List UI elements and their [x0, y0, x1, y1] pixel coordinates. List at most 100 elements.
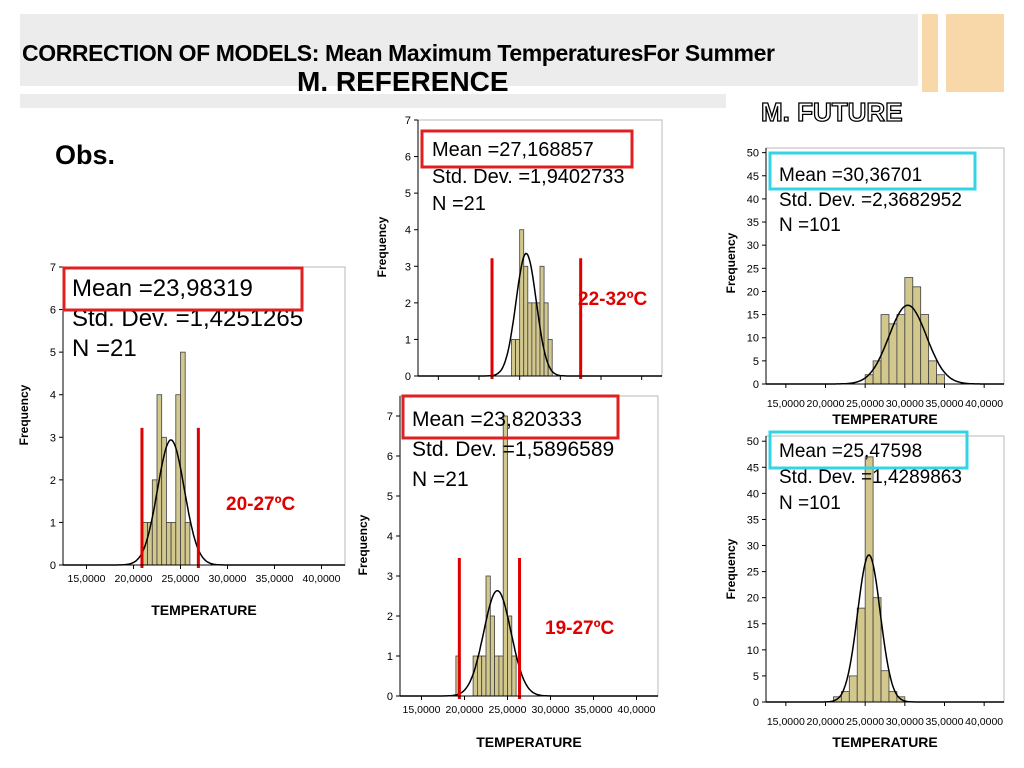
obs-label: Obs.: [55, 140, 116, 170]
mean-highlight-box: [768, 151, 977, 191]
y-tick-label: 0: [50, 560, 56, 572]
x-tick-label: 40,0000: [965, 398, 1003, 410]
y-tick-label: 30: [747, 240, 759, 252]
x-tick-label: 20,0000: [807, 398, 845, 410]
stats-line: Mean =30,36701: [779, 165, 922, 186]
y-tick-label: 4: [405, 225, 411, 237]
mean-highlight-box: [768, 430, 969, 470]
y-tick-label: 6: [50, 305, 56, 317]
x-tick-label: 30,0000: [209, 573, 247, 585]
x-tick-label: 20,0000: [446, 704, 484, 716]
accent-block: [946, 14, 1004, 92]
x-axis-label: TEMPERATURE: [832, 734, 938, 750]
y-tick-label: 5: [753, 356, 759, 368]
x-tick-label: 35,0000: [926, 716, 964, 728]
x-tick-label: 25,0000: [846, 398, 884, 410]
range-label-obs: 20-27ºC: [226, 494, 296, 515]
stats-line: Mean =23,820333: [412, 408, 582, 431]
x-tick-label: 20,0000: [115, 573, 153, 585]
plot-frame: [399, 395, 659, 697]
x-tick-label: 30,0000: [886, 716, 924, 728]
future-label: M. FUTURE: [760, 96, 903, 127]
y-tick-label: 40: [747, 488, 759, 500]
x-axis-label: TEMPERATURE: [832, 411, 938, 427]
y-tick-label: 3: [387, 571, 393, 583]
x-tick-label: 35,0000: [256, 573, 294, 585]
y-tick-label: 7: [387, 411, 393, 423]
y-tick-label: 1: [405, 334, 411, 346]
y-tick-label: 0: [753, 697, 759, 709]
x-tick-label: 15,0000: [403, 704, 441, 716]
x-axis-label: TEMPERATURE: [476, 734, 582, 750]
y-tick-label: 15: [747, 619, 759, 631]
y-tick-label: 4: [387, 531, 393, 543]
histogram-bar: [856, 607, 866, 703]
y-tick-label: 50: [747, 148, 759, 160]
y-tick-label: 3: [405, 261, 411, 273]
y-tick-label: 40: [747, 194, 759, 206]
y-tick-label: 5: [753, 671, 759, 683]
x-tick-label: 15,0000: [767, 716, 805, 728]
x-axis-label: TEMPERATURE: [151, 602, 257, 618]
mean-highlight-box: [401, 394, 620, 440]
y-tick-label: 20: [747, 286, 759, 298]
y-axis-label: Frequency: [17, 384, 31, 445]
x-tick-label: 30,0000: [886, 398, 924, 410]
y-axis-label: Frequency: [724, 538, 738, 599]
y-tick-label: 7: [405, 115, 411, 127]
y-tick-label: 20: [747, 593, 759, 605]
mean-highlight-box: [62, 266, 304, 312]
y-tick-label: 5: [50, 347, 56, 359]
x-tick-label: 40,0000: [303, 573, 341, 585]
y-tick-label: 2: [405, 298, 411, 310]
y-tick-label: 10: [747, 645, 759, 657]
y-tick-label: 35: [747, 514, 759, 526]
mean-highlight-box: [420, 129, 634, 169]
y-axis-label: Frequency: [356, 514, 370, 575]
accent-bar: [922, 14, 938, 92]
header-band: [20, 14, 918, 86]
y-tick-label: 5: [387, 491, 393, 503]
x-tick-label: 25,0000: [489, 704, 527, 716]
y-tick-label: 45: [747, 462, 759, 474]
x-tick-label: 20,0000: [807, 716, 845, 728]
y-tick-label: 45: [747, 171, 759, 183]
x-tick-label: 25,0000: [162, 573, 200, 585]
y-tick-label: 25: [747, 263, 759, 275]
x-tick-label: 40,0000: [965, 716, 1003, 728]
y-tick-label: 1: [50, 517, 56, 529]
stats-line: Std. Dev. =1,4289863: [779, 467, 962, 488]
y-tick-label: 6: [387, 451, 393, 463]
y-tick-label: 10: [747, 333, 759, 345]
plot-frame: [765, 435, 1005, 703]
stats-line: Std. Dev. =1,9402733: [432, 166, 625, 188]
y-tick-label: 4: [50, 390, 56, 402]
x-tick-label: 15,0000: [68, 573, 106, 585]
stats-line: N =21: [72, 335, 137, 362]
range-label-ref-bottom: 19-27ºC: [545, 618, 615, 639]
x-tick-label: 15,0000: [767, 398, 805, 410]
y-axis-label: Frequency: [375, 216, 389, 277]
stats-line: N =21: [412, 468, 469, 491]
y-tick-label: 6: [405, 152, 411, 164]
y-tick-label: 2: [50, 475, 56, 487]
page-subtitle: M. REFERENCE: [297, 66, 509, 97]
y-tick-label: 3: [50, 432, 56, 444]
stats-line: N =21: [432, 193, 486, 215]
x-tick-label: 35,0000: [926, 398, 964, 410]
page-title: CORRECTION OF MODELS: Mean Maximum Tempe…: [22, 40, 775, 66]
histogram-bar: [880, 670, 890, 703]
stats-line: Std. Dev. =2,3682952: [779, 190, 962, 211]
y-tick-label: 30: [747, 541, 759, 553]
y-tick-label: 35: [747, 217, 759, 229]
y-tick-label: 2: [387, 611, 393, 623]
subheader-band: [20, 94, 726, 108]
y-tick-label: 25: [747, 567, 759, 579]
y-tick-label: 5: [405, 188, 411, 200]
histogram-bar: [848, 675, 858, 703]
